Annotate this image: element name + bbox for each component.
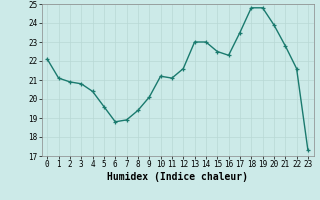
X-axis label: Humidex (Indice chaleur): Humidex (Indice chaleur) bbox=[107, 172, 248, 182]
